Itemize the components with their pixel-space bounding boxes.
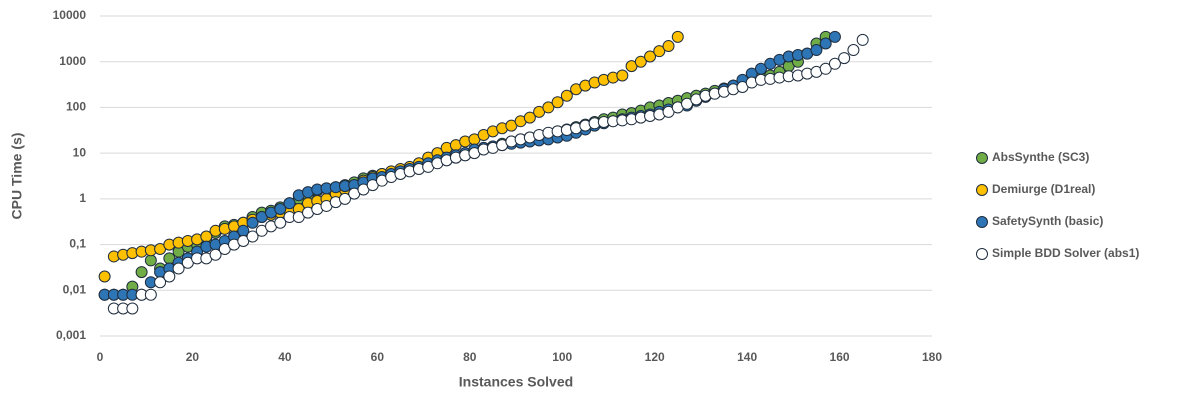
data-point	[644, 50, 657, 63]
y-tick-label: 10000	[53, 8, 87, 22]
data-point	[126, 302, 139, 315]
data-point	[828, 30, 841, 43]
data-point	[810, 44, 823, 57]
data-point	[616, 69, 629, 82]
data-point	[209, 248, 222, 261]
x-tick-label: 160	[830, 350, 850, 364]
x-tick-label: 140	[737, 350, 757, 364]
x-tick-label: 60	[371, 350, 385, 364]
data-point	[144, 288, 157, 301]
data-point	[338, 192, 351, 205]
data-point	[542, 101, 555, 114]
legend-marker	[976, 152, 988, 164]
y-tick-label: 1	[79, 191, 86, 205]
data-point	[523, 111, 536, 124]
data-point	[154, 276, 167, 289]
data-point	[856, 33, 869, 46]
y-tick-label: 0,01	[63, 282, 87, 296]
data-point	[283, 197, 296, 210]
data-point	[838, 52, 851, 65]
data-point	[172, 262, 185, 275]
data-point	[560, 89, 573, 102]
data-point	[634, 55, 647, 68]
data-point	[819, 37, 832, 50]
data-point	[98, 270, 111, 283]
data-point	[671, 30, 684, 43]
data-point	[163, 270, 176, 283]
y-tick-label: 0,1	[69, 237, 86, 251]
x-tick-label: 20	[186, 350, 200, 364]
x-tick-label: 120	[645, 350, 665, 364]
x-tick-label: 40	[278, 350, 292, 364]
y-axis-title: CPU Time (s)	[9, 133, 25, 220]
data-point	[144, 254, 157, 267]
data-point	[819, 62, 832, 75]
data-point	[246, 216, 259, 229]
legend-marker	[976, 248, 988, 260]
legend-marker	[976, 216, 988, 228]
data-point	[662, 40, 675, 53]
data-point	[551, 96, 564, 109]
x-tick-label: 0	[97, 350, 104, 364]
x-tick-label: 100	[552, 350, 572, 364]
legend-label: SafetySynth (basic)	[992, 214, 1103, 228]
data-point	[828, 57, 841, 70]
legend-marker	[976, 184, 988, 196]
data-point	[135, 266, 148, 279]
y-tick-label: 100	[66, 100, 86, 114]
data-point	[274, 216, 287, 229]
x-tick-label: 80	[463, 350, 477, 364]
y-tick-label: 0,001	[56, 328, 86, 342]
y-tick-label: 10	[73, 145, 87, 159]
legend-label: Simple BDD Solver (abs1)	[992, 246, 1139, 260]
legend-label: Demiurge (D1real)	[992, 182, 1095, 196]
data-point	[274, 202, 287, 215]
x-tick-label: 180	[922, 350, 942, 364]
data-point	[847, 44, 860, 57]
data-point	[653, 45, 666, 58]
y-tick-label: 1000	[59, 54, 86, 68]
legend-label: AbsSynthe (SC3)	[992, 150, 1089, 164]
x-axis-title: Instances Solved	[459, 374, 573, 390]
data-point	[246, 230, 259, 243]
